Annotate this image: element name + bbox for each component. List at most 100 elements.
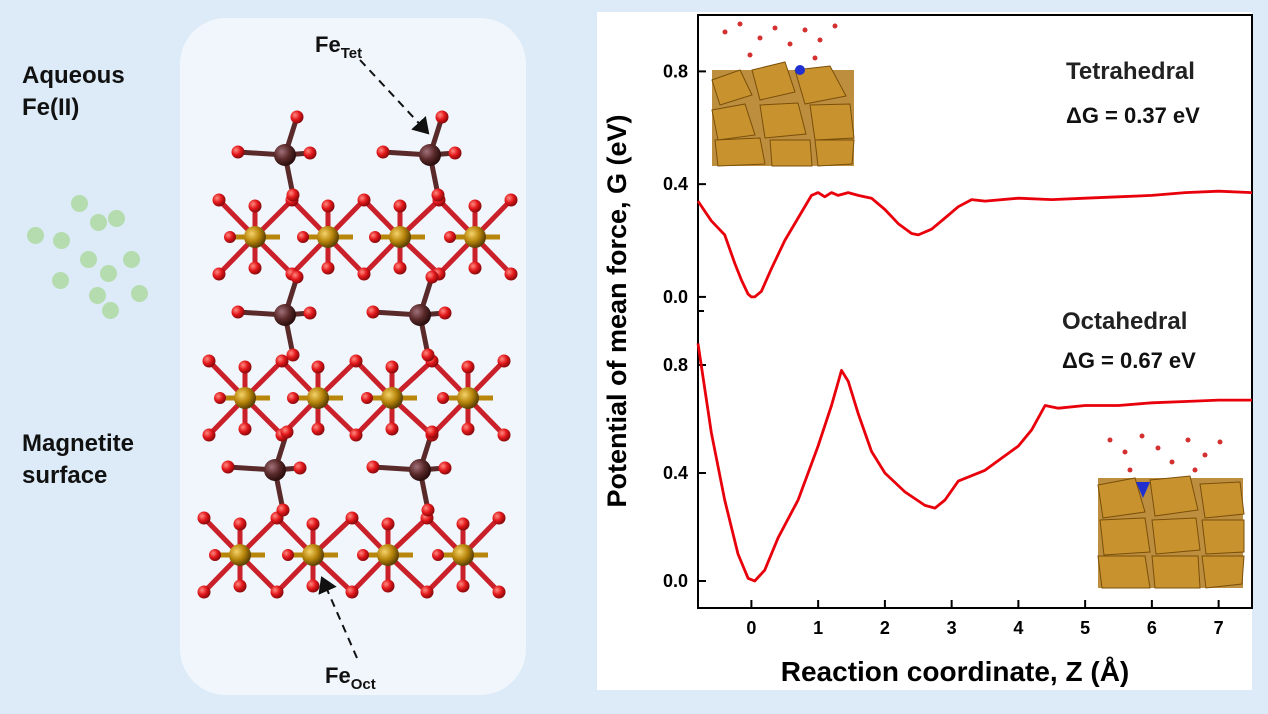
magnetite-surface-label: Magnetite surface (22, 428, 134, 492)
pmf-curve-tetrahedral (696, 189, 1253, 299)
aqueous-ion (131, 285, 148, 302)
oxygen-atom (349, 428, 363, 442)
oxygen-atom (233, 579, 247, 593)
oxygen-atom (504, 267, 518, 281)
fe-oct-atom (229, 544, 251, 566)
oxygen-atom (435, 110, 449, 124)
aqueous-label-line2: Fe(II) (22, 94, 80, 121)
oxygen-atom (461, 360, 475, 374)
oxygen-atom (197, 511, 211, 525)
fe-oct-atom (244, 226, 266, 248)
aqueous-ion (123, 251, 140, 268)
fe-tet-atom (419, 144, 441, 166)
aqueous-ion (102, 302, 119, 319)
oxygen-atom (282, 549, 294, 561)
aqueous-ion (71, 195, 88, 212)
oct-inset-structure (1097, 433, 1245, 589)
fe-tet-atom (409, 459, 431, 481)
y-tick-label: 0.4 (663, 174, 688, 194)
y-tick-label: 0.8 (663, 61, 688, 81)
oxygen-atom (306, 517, 320, 531)
oxygen-atom (209, 549, 221, 561)
oxygen-atom (357, 267, 371, 281)
y-tick-label: 0.0 (663, 571, 688, 591)
oxygen-atom (276, 503, 290, 517)
x-tick-label: 0 (746, 618, 756, 638)
tet-inset-structure (711, 21, 855, 167)
oxygen-atom (224, 231, 236, 243)
aqueous-ion (100, 265, 117, 282)
atoms (197, 110, 518, 599)
fe-oct-atom (302, 544, 324, 566)
oxygen-atom (311, 360, 325, 374)
oxygen-atom (290, 110, 304, 124)
fe-oct-main: Fe (325, 663, 351, 688)
oxygen-atom (297, 231, 309, 243)
oxygen-atom (345, 585, 359, 599)
oxygen-atom (303, 306, 317, 320)
oxygen-atom (393, 261, 407, 275)
oxygen-atom (212, 193, 226, 207)
oxygen-atom (381, 517, 395, 531)
aqueous-label: Aqueous Fe(II) (22, 60, 125, 124)
oxygen-atom (421, 348, 435, 362)
oxygen-atom (231, 305, 245, 319)
fe-tet-atom (409, 304, 431, 326)
oxygen-atom (420, 585, 434, 599)
surface-label-line1: Magnetite (22, 430, 135, 457)
octahedral-delta-g: ΔG = 0.67 eV (1062, 348, 1196, 373)
oxygen-atom (497, 354, 511, 368)
oxygen-atom (238, 360, 252, 374)
fe-tet-atom (274, 304, 296, 326)
oxygen-atom (366, 305, 380, 319)
x-tick-label: 2 (880, 618, 890, 638)
oxygen-atom (248, 199, 262, 213)
oxygen-atom (497, 428, 511, 442)
oxygen-atom (385, 422, 399, 436)
fe-oct-atom (377, 544, 399, 566)
x-tick-label: 1 (813, 618, 823, 638)
aqueous-ion (90, 214, 107, 231)
x-tick-label: 3 (947, 618, 957, 638)
oxygen-atom (425, 425, 439, 439)
axis-ticks: 0.0 0.4 0.8 0.0 0.4 0.8 0 1 2 3 4 5 6 7 (663, 61, 1224, 638)
x-tick-label: 6 (1147, 618, 1157, 638)
fe-oct-atom (457, 387, 479, 409)
aqueous-ion (52, 272, 69, 289)
aqueous-ion (89, 287, 106, 304)
oxygen-atom (311, 422, 325, 436)
surface-label-line2: surface (22, 462, 108, 489)
y-axis-label: Potential of mean force, G (eV) (602, 114, 632, 507)
oxygen-atom (293, 461, 307, 475)
oxygen-atom (448, 146, 462, 160)
fe-oct-atom (464, 226, 486, 248)
oxygen-atom (376, 145, 390, 159)
oxygen-atom (238, 422, 252, 436)
fe-tet-main: Fe (315, 32, 341, 57)
fe-oct-atom (234, 387, 256, 409)
oxygen-atom (214, 392, 226, 404)
fe-oct-atom (389, 226, 411, 248)
oxygen-atom (492, 511, 506, 525)
x-axis-label: Reaction coordinate, Z (Å) (781, 656, 1129, 687)
aqueous-ion (108, 210, 125, 227)
fe-tet-arrow (359, 59, 430, 135)
fe-oct-label: FeOct (325, 663, 376, 693)
oxygen-atom (197, 585, 211, 599)
fe-oct-atom (381, 387, 403, 409)
x-tick-label: 7 (1214, 618, 1224, 638)
fe-tet-label: FeTet (315, 32, 362, 62)
fe-tet-sub: Tet (341, 45, 362, 62)
curves (696, 189, 1253, 583)
tetrahedral-delta-g: ΔG = 0.37 eV (1066, 103, 1200, 128)
oxygen-atom (393, 199, 407, 213)
y-tick-label: 0.0 (663, 287, 688, 307)
fe-oct-atom (317, 226, 339, 248)
oxygen-atom (286, 348, 300, 362)
oxygen-atom (369, 231, 381, 243)
oxygen-atom (456, 517, 470, 531)
oxygen-atom (233, 517, 247, 531)
x-tick-label: 5 (1080, 618, 1090, 638)
